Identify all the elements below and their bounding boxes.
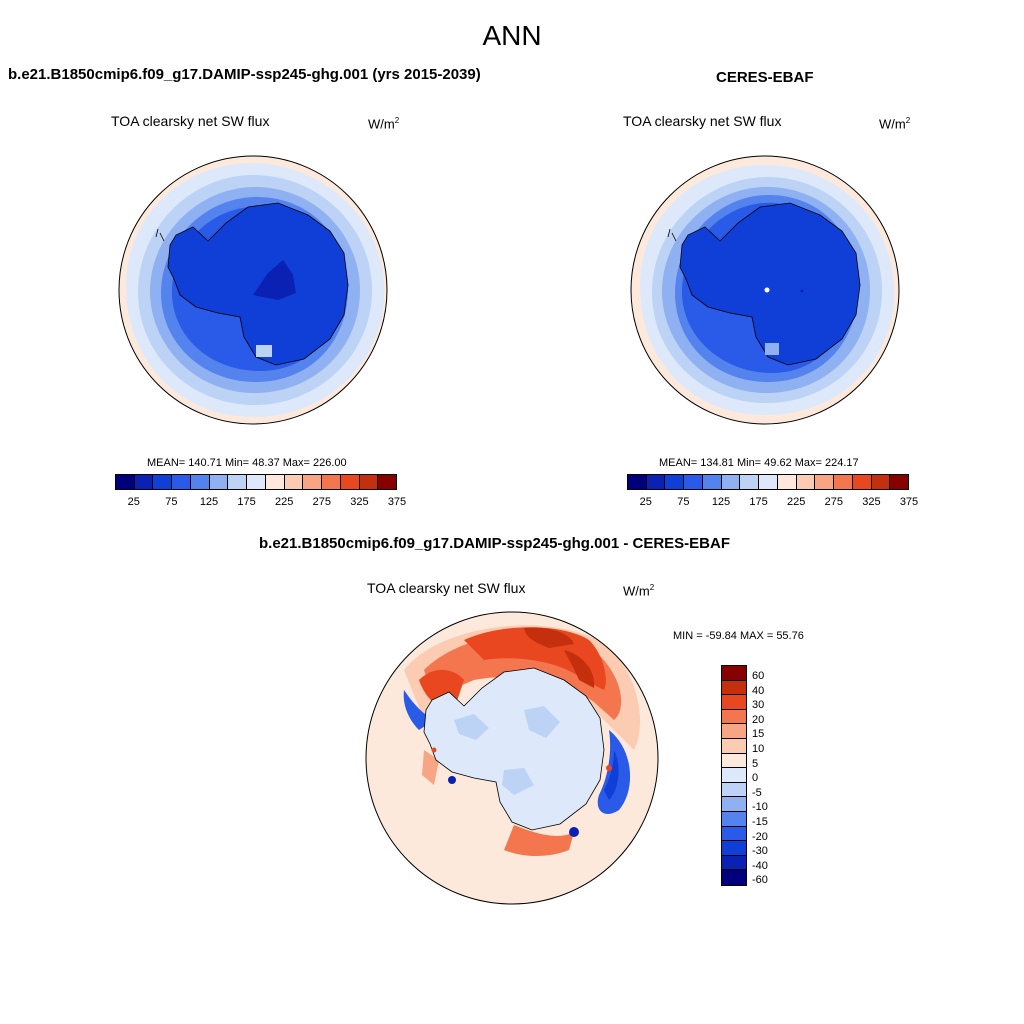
test-colorbar-tick-label: 75: [165, 496, 178, 508]
diff-panel-title: b.e21.B1850cmip6.f09_g17.DAMIP-ssp245-gh…: [259, 535, 730, 552]
test-colorbar-tick-label: 375: [387, 496, 407, 508]
diff-colorbar-box: [722, 695, 746, 710]
ref-colorbar-tick-label: 125: [711, 496, 731, 508]
diff-colorbar-label: -20: [752, 830, 768, 843]
season-title: ANN: [482, 20, 542, 51]
diff-colorbar-label: 10: [752, 743, 765, 755]
test-colorbar-box: [153, 475, 173, 489]
diff-colorbar-box: [722, 870, 746, 885]
diff-stats-label: MIN = -59.84 MAX = 55.76: [673, 630, 804, 642]
ref-colorbar-box: [815, 475, 835, 489]
ref-colorbar-tick-label: 325: [862, 496, 881, 508]
test-colorbar-box: [340, 475, 360, 489]
diff-colorbar-box: [722, 782, 746, 798]
diff-colorbar-box: [722, 768, 746, 783]
ref-colorbar-box: [796, 475, 816, 489]
ref-colorbar-box: [777, 475, 797, 489]
ref-units-label: W/m2: [879, 116, 911, 132]
ref-panel-title: CERES-EBAF: [716, 69, 814, 86]
ref-colorbar-tick-label: 75: [677, 496, 690, 508]
ref-colorbar-box: [871, 475, 891, 489]
test-colorbar-tick-label: 175: [237, 496, 256, 508]
diff-variable-label: TOA clearsky net SW flux: [367, 580, 526, 596]
diff-colorbar-label: 20: [752, 713, 765, 726]
diff-colorbar-label: 15: [752, 728, 765, 741]
ref-colorbar-tick-label: 175: [749, 496, 768, 508]
test-colorbar-box: [378, 475, 397, 489]
test-colorbar-box: [134, 475, 154, 489]
diff-colorbar-box: [722, 797, 746, 812]
diff-colorbar-box: [722, 826, 746, 842]
test-variable-label: TOA clearsky net SW flux: [111, 113, 270, 129]
test-colorbar-box: [247, 475, 266, 489]
test-stats-label: MEAN= 140.71 Min= 48.37 Max= 226.00: [147, 457, 347, 469]
diff-colorbar-label: 30: [752, 699, 765, 712]
diff-colorbar-box: [722, 724, 746, 739]
test-colorbar-ticks: 25 75 125 175 225 275 325 375: [115, 496, 407, 510]
diff-colorbar-box: [722, 855, 746, 871]
test-colorbar-box: [284, 475, 304, 489]
diff-colorbar-label: -40: [752, 859, 768, 872]
ref-polar-map: [630, 155, 900, 425]
test-polar-map: [118, 155, 388, 425]
diff-colorbar-label: -5: [752, 786, 762, 799]
test-colorbar-box: [265, 475, 285, 489]
ref-colorbar-box: [628, 475, 647, 489]
test-colorbar-tick-label: 225: [275, 496, 294, 508]
test-colorbar-tick-label: 25: [127, 496, 140, 508]
ref-colorbar-box: [721, 475, 741, 489]
test-colorbar-box: [209, 475, 229, 489]
ref-colorbar-box: [759, 475, 778, 489]
test-colorbar-tick-label: 275: [312, 496, 331, 508]
ref-colorbar-tick-label: 375: [899, 496, 919, 508]
diff-colorbar-box: [722, 666, 746, 681]
diff-units-label: W/m2: [623, 583, 655, 599]
test-colorbar: [115, 474, 397, 490]
ref-colorbar-tick-label: 25: [639, 496, 652, 508]
ref-colorbar-box: [852, 475, 872, 489]
diff-colorbar-box: [722, 811, 746, 827]
test-colorbar-box: [322, 475, 341, 489]
diff-colorbar-label: 60: [752, 670, 765, 682]
test-colorbar-box: [172, 475, 191, 489]
diff-colorbar-label: 40: [752, 684, 765, 697]
ref-colorbar-box: [665, 475, 685, 489]
ref-variable-label: TOA clearsky net SW flux: [623, 113, 782, 129]
ref-colorbar-tick-label: 225: [787, 496, 806, 508]
test-units-label: W/m2: [368, 116, 400, 132]
diff-colorbar-label: 5: [752, 757, 759, 770]
ref-colorbar-tick-label: 275: [824, 496, 843, 508]
ref-colorbar-box: [740, 475, 760, 489]
test-colorbar-tick-label: 125: [199, 496, 219, 508]
ref-colorbar-box: [890, 475, 909, 489]
diff-colorbar-box: [722, 753, 746, 769]
diff-colorbar: [721, 665, 747, 886]
diff-colorbar-box: [722, 841, 746, 856]
diff-colorbar-box: [722, 709, 746, 725]
ref-colorbar-box: [702, 475, 722, 489]
diff-colorbar-labels: 60 40 30 20 15 10 5 0 -5 -10 -15 -20 -30 -40 -60: [752, 670, 792, 900]
test-colorbar-box: [303, 475, 323, 489]
diff-colorbar-label: -10: [752, 801, 768, 814]
diff-colorbar-label: 0: [752, 772, 759, 785]
diff-colorbar-label: -60: [752, 874, 768, 887]
diff-colorbar-label: -15: [752, 816, 768, 828]
ref-colorbar-box: [834, 475, 853, 489]
test-panel-title: b.e21.B1850cmip6.f09_g17.DAMIP-ssp245-gh…: [8, 66, 481, 83]
diff-polar-map: [365, 611, 659, 905]
ref-colorbar-box: [646, 475, 666, 489]
ref-colorbar-box: [684, 475, 703, 489]
diff-colorbar-box: [722, 680, 746, 696]
test-colorbar-box: [228, 475, 248, 489]
ref-colorbar: [627, 474, 909, 490]
test-colorbar-box: [190, 475, 210, 489]
test-colorbar-box: [359, 475, 379, 489]
test-colorbar-tick-label: 325: [350, 496, 369, 508]
ref-colorbar-ticks: 25 75 125 175 225 275 325 375: [627, 496, 919, 510]
test-colorbar-box: [116, 475, 135, 489]
diff-colorbar-box: [722, 738, 746, 754]
diff-colorbar-label: -30: [752, 845, 768, 858]
ref-stats-label: MEAN= 134.81 Min= 49.62 Max= 224.17: [659, 457, 859, 469]
